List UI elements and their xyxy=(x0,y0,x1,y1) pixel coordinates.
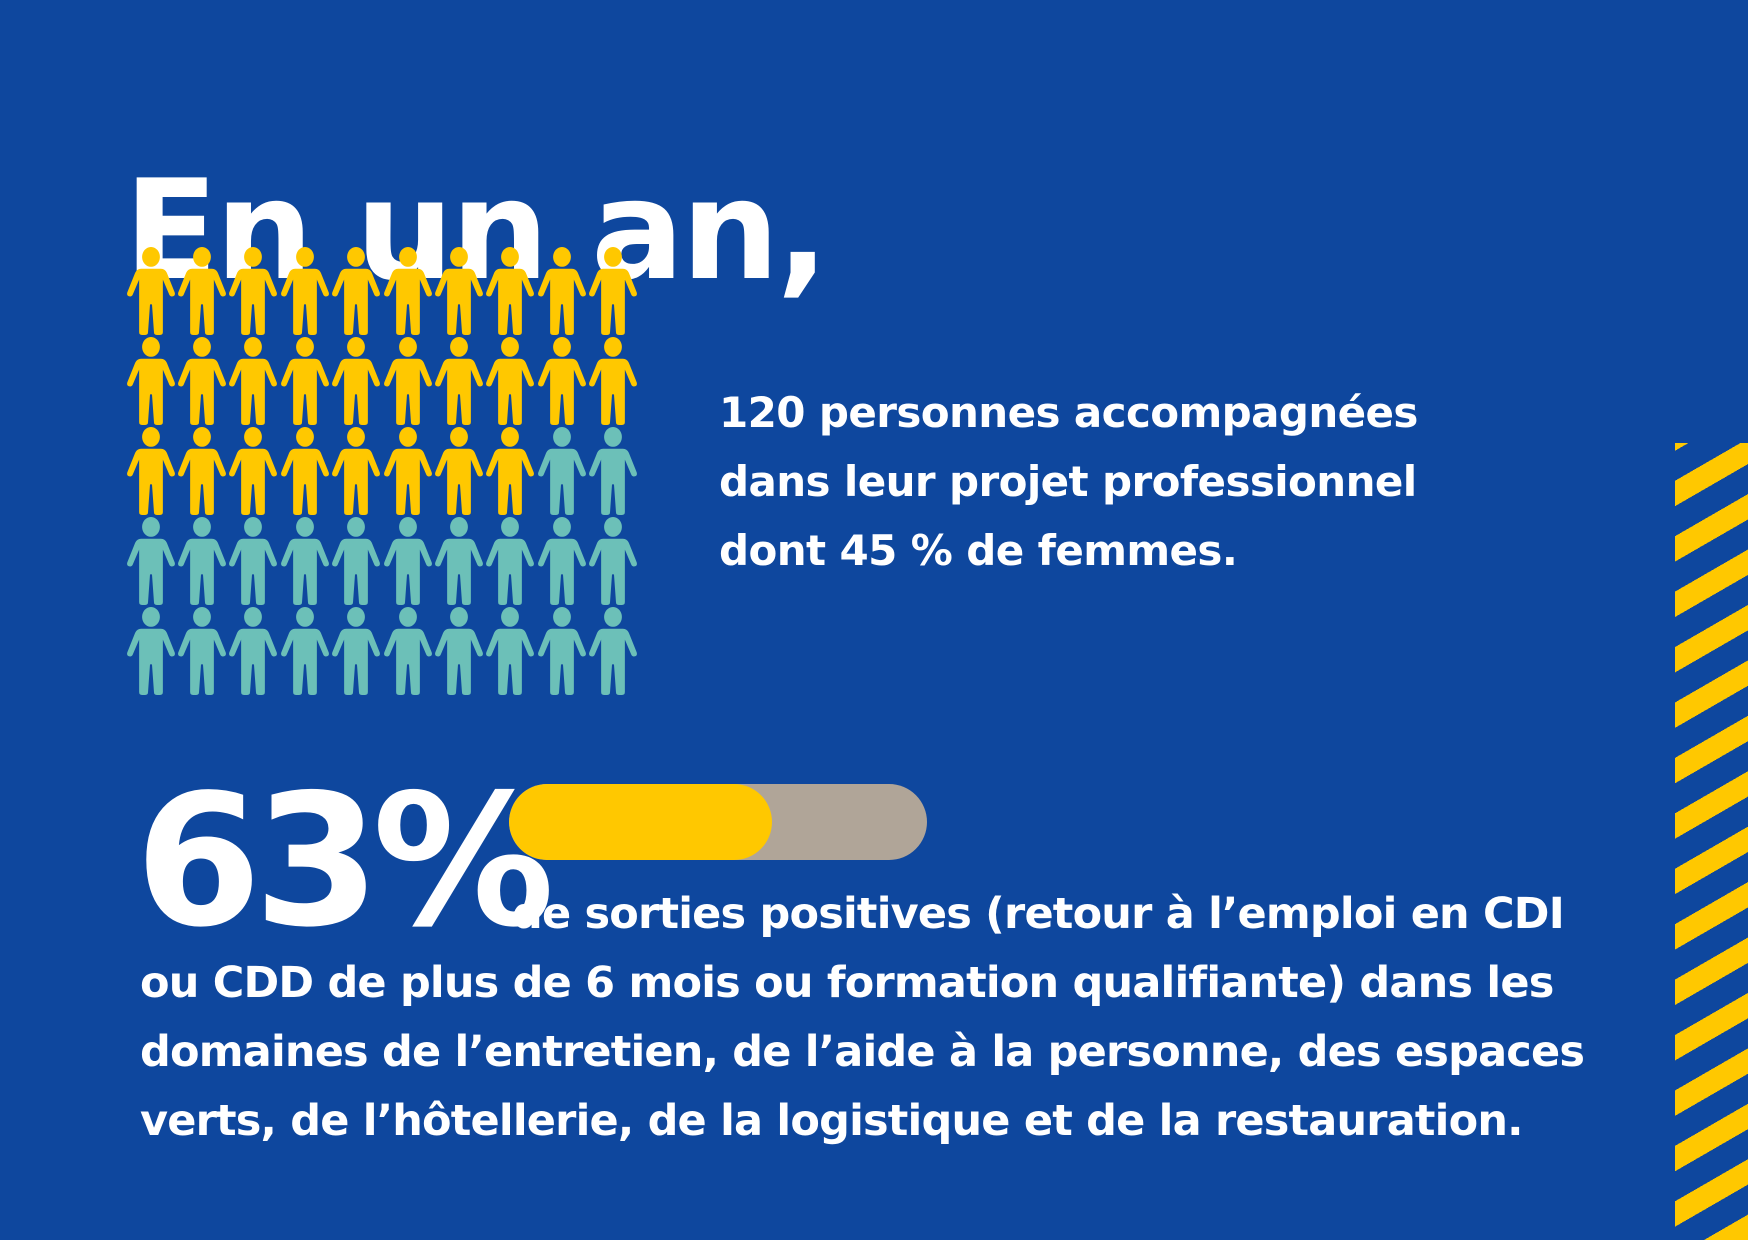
person-icon xyxy=(588,517,639,607)
person-icon xyxy=(588,337,639,427)
outcome-description-line: ou CDD de plus de 6 mois ou formation qu… xyxy=(140,958,1554,1008)
person-icon xyxy=(279,427,330,517)
person-icon xyxy=(536,607,587,697)
person-icon xyxy=(433,607,484,697)
person-icon xyxy=(536,247,587,337)
person-icon xyxy=(433,337,484,427)
person-icon xyxy=(382,337,433,427)
person-icon xyxy=(382,247,433,337)
person-icon xyxy=(433,517,484,607)
person-icon xyxy=(536,427,587,517)
outcome-progress-bar xyxy=(509,784,927,860)
person-icon xyxy=(228,247,279,337)
person-icon xyxy=(485,517,536,607)
person-icon xyxy=(331,427,382,517)
person-icon xyxy=(331,337,382,427)
person-icon xyxy=(433,427,484,517)
person-icon xyxy=(125,337,176,427)
person-icon xyxy=(485,337,536,427)
person-icon xyxy=(176,427,227,517)
person-icon xyxy=(331,247,382,337)
person-icon xyxy=(279,517,330,607)
person-icon xyxy=(228,607,279,697)
person-icon xyxy=(125,607,176,697)
people-stat-line: dont 45 % de femmes. xyxy=(719,526,1238,575)
outcome-description-line: verts, de l’hôtellerie, de la logistique… xyxy=(140,1096,1524,1146)
person-icon xyxy=(279,337,330,427)
person-icon xyxy=(279,247,330,337)
people-pictogram xyxy=(125,247,639,697)
outcome-progress-fill xyxy=(509,784,773,860)
person-icon xyxy=(176,517,227,607)
person-icon xyxy=(228,337,279,427)
person-icon xyxy=(228,517,279,607)
person-icon xyxy=(536,337,587,427)
people-stat-text: 120 personnes accompagnées dans leur pro… xyxy=(719,378,1418,585)
person-icon xyxy=(588,427,639,517)
person-icon xyxy=(331,607,382,697)
person-icon xyxy=(382,427,433,517)
person-icon xyxy=(125,427,176,517)
person-icon xyxy=(433,247,484,337)
person-icon xyxy=(588,607,639,697)
outcome-description-line: domaines de l’entretien, de l’aide à la … xyxy=(140,1027,1585,1077)
person-icon xyxy=(125,517,176,607)
person-icon xyxy=(485,607,536,697)
outcome-description-line: de sorties positives (retour à l’emploi … xyxy=(512,889,1565,939)
person-icon xyxy=(331,517,382,607)
person-icon xyxy=(279,607,330,697)
outcome-percentage: 63% xyxy=(135,755,555,967)
person-icon xyxy=(125,247,176,337)
person-icon xyxy=(176,337,227,427)
person-icon xyxy=(176,607,227,697)
person-icon xyxy=(485,247,536,337)
person-icon xyxy=(536,517,587,607)
people-stat-line: 120 personnes accompagnées xyxy=(719,388,1418,437)
people-stat-line: dans leur projet professionnel xyxy=(719,457,1417,506)
diagonal-stripes-decoration xyxy=(1675,443,1748,1240)
person-icon xyxy=(485,427,536,517)
person-icon xyxy=(588,247,639,337)
person-icon xyxy=(228,427,279,517)
person-icon xyxy=(382,517,433,607)
outcome-description: de sorties positives (retour à l’emploi … xyxy=(140,880,1600,1156)
person-icon xyxy=(176,247,227,337)
person-icon xyxy=(382,607,433,697)
